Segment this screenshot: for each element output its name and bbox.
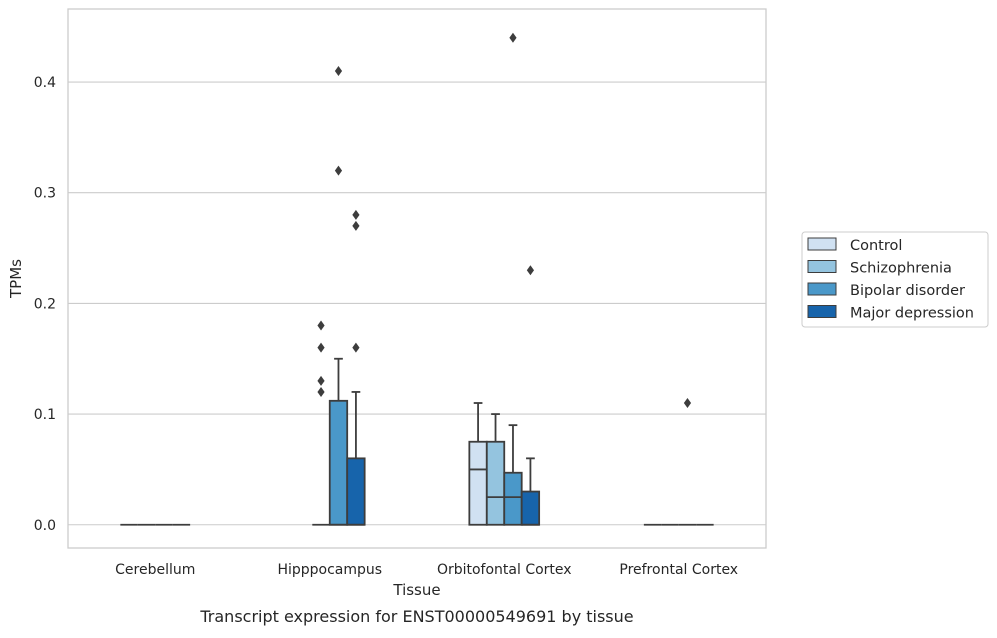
box-major-depression [346,209,366,526]
outlier-point [334,65,343,76]
box-body [328,399,349,526]
y-axis-title: TPMs [7,259,25,299]
y-tick-label: 0.2 [34,296,56,312]
outlier-point [352,209,360,220]
outlier-point [317,386,325,397]
box-body [503,471,523,526]
x-axis-title: Tissue [392,581,440,599]
legend-label: Schizophrenia [850,261,952,277]
y-tick-label: 0.3 [34,186,56,202]
box-bipolar-disorder [503,32,523,526]
y-tick-label: 0.0 [34,518,56,534]
box-body [485,440,506,526]
legend-swatch [807,305,837,318]
box-bipolar-disorder [328,65,349,526]
legend-swatch [807,282,837,296]
outlier-point [317,320,325,331]
chart-caption: Transcript expression for ENST0000054969… [199,607,633,626]
box-body [468,440,488,526]
y-tick-label: 0.1 [34,407,56,423]
x-tick-label: Cerebellum [115,562,195,578]
outlier-point [352,342,360,353]
x-tick-label: Orbitofontal Cortex [437,562,572,578]
legend-label: Bipolar disorder [850,283,965,299]
legend-label: Major depression [850,306,974,322]
outlier-point [317,375,325,386]
plot-frame [67,8,767,549]
legend-swatch [807,237,837,251]
outlier-point [526,265,535,276]
y-axis: 0.0 0.1 0.2 0.3 0.4 [34,75,56,534]
outlier-point [509,32,517,43]
outlier-point [334,165,343,176]
legend-swatch [807,260,837,273]
legend-label: Control [850,238,902,254]
outlier-point [352,220,360,231]
box-body [346,457,366,526]
box-schizophrenia [312,320,330,526]
x-tick-label: Prefrontal Cortex [619,562,738,578]
box-major-depression [520,265,541,526]
grid-lines [68,81,766,526]
legend-frame [801,231,989,328]
box-schizophrenia [485,413,506,526]
legend: Control Schizophrenia Bipolar disorder Majo… [801,231,989,328]
box-plot-area [120,32,714,526]
box-bipolar-disorder [678,398,697,526]
x-tick-label: Hipppocampus [277,562,382,578]
y-tick-label: 0.4 [34,75,56,91]
box-control [468,402,488,526]
outlier-point [683,398,692,409]
x-axis: Cerebellum Hipppocampus Orbitofontal Corte… [115,562,738,578]
box-body [520,490,541,526]
outlier-point [317,342,325,353]
